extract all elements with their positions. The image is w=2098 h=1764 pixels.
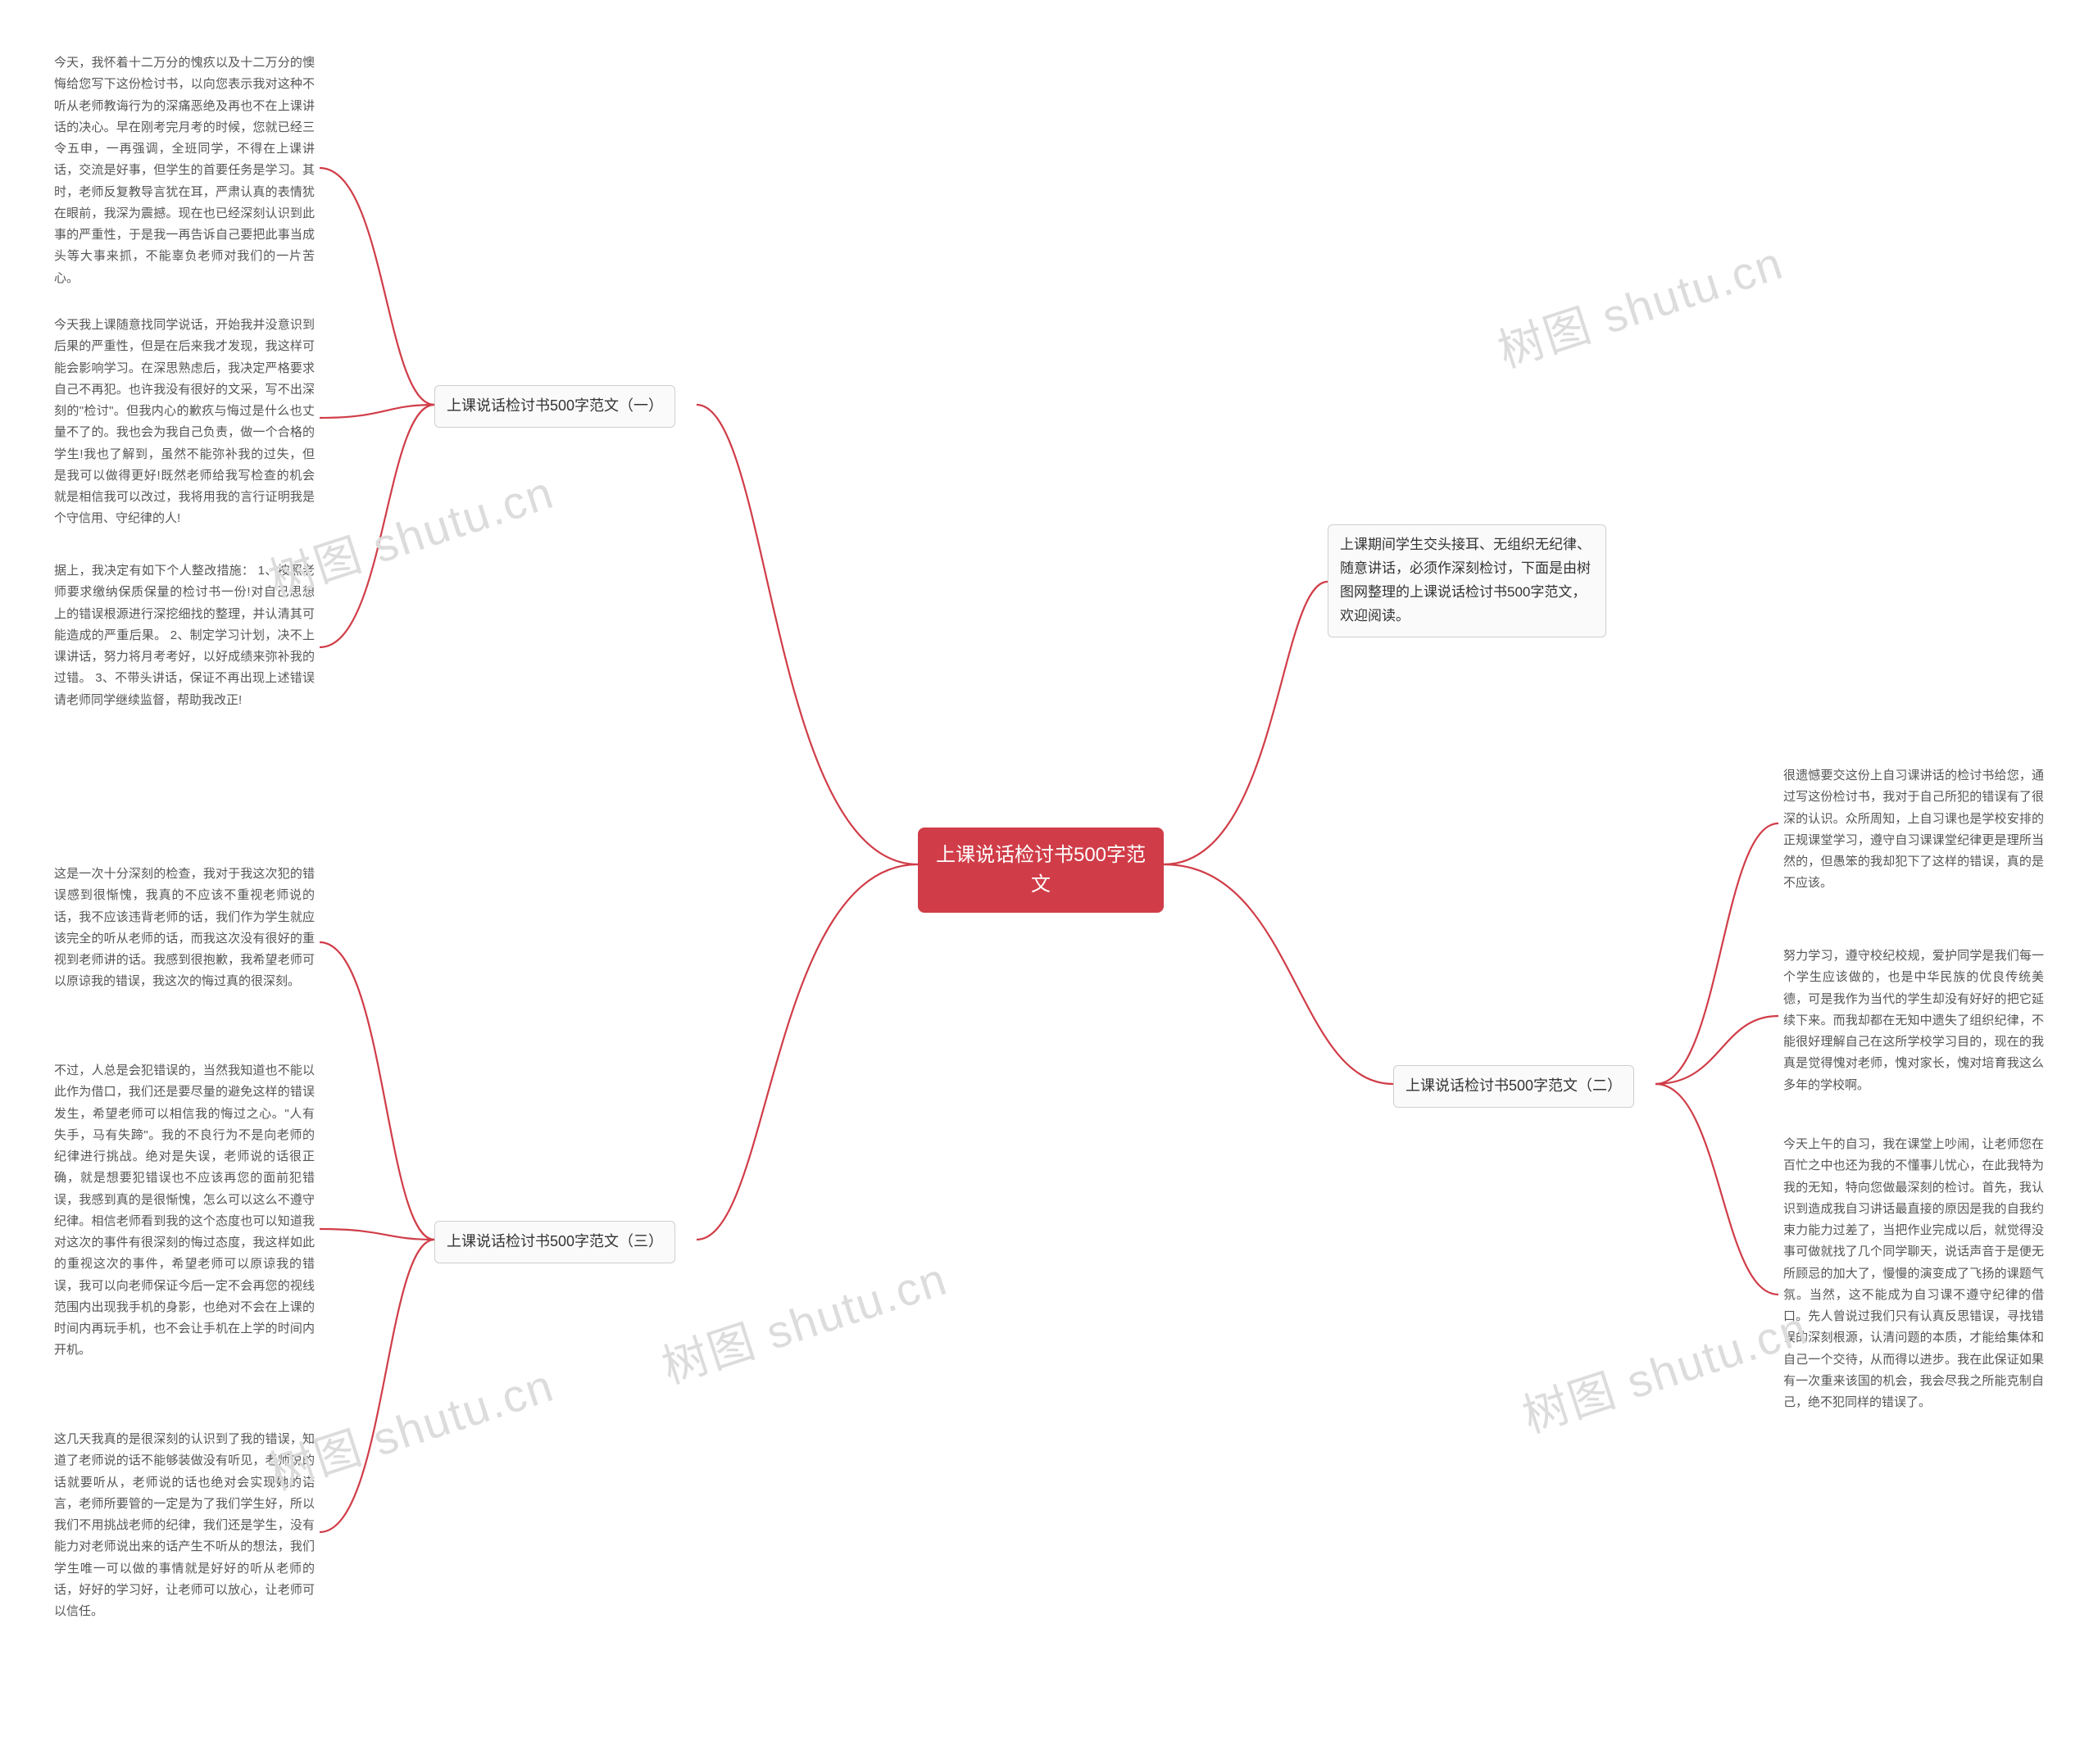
leaf-text: 今天上午的自习，我在课堂上吵闹，让老师您在百忙之中也还为我的不懂事儿忧心，在此我… xyxy=(1783,1137,2044,1409)
branch-node: 上课说话检讨书500字范文（三） xyxy=(434,1221,675,1263)
leaf-text: 不过，人总是会犯错误的，当然我知道也不能以此作为借口，我们还是要尽量的避免这样的… xyxy=(54,1063,315,1357)
leaf-text: 这是一次十分深刻的检查，我对于我这次犯的错误感到很惭愧，我真的不应该不重视老师说… xyxy=(54,867,315,988)
leaf-node: 今天我上课随意找同学说话，开始我并没意识到后果的严重性，但是在后来我才发现，我这… xyxy=(49,311,320,533)
leaf-node: 据上，我决定有如下个人整改措施： 1、按照老师要求缴纳保质保量的检讨书一份!对自… xyxy=(49,557,320,714)
watermark-text: 树图 shutu.cn xyxy=(656,1253,953,1394)
edge xyxy=(697,405,918,864)
branch-node: 上课说话检讨书500字范文（二） xyxy=(1393,1065,1634,1108)
edge xyxy=(320,1240,434,1532)
edge xyxy=(320,405,434,647)
watermark: 树图 shutu.cn xyxy=(1513,1291,1815,1446)
intro-node: 上课期间学生交头接耳、无组织无纪律、随意讲话，必须作深刻检讨，下面是由树图网整理… xyxy=(1328,524,1606,637)
edge xyxy=(1655,1084,1778,1295)
root-node: 上课说话检讨书500字范文 xyxy=(918,828,1164,913)
edge xyxy=(1655,823,1778,1084)
root-label: 上课说话检讨书500字范文 xyxy=(936,844,1146,896)
leaf-node: 这是一次十分深刻的检查，我对于我这次犯的错误感到很惭愧，我真的不应该不重视老师说… xyxy=(49,860,320,996)
branch-label: 上课说话检讨书500字范文（一） xyxy=(447,397,663,414)
watermark: 树图 shutu.cn xyxy=(1488,226,1791,381)
leaf-text: 努力学习，遵守校纪校规，爱护同学是我们每一个学生应该做的，也是中华民族的优良传统… xyxy=(1783,949,2044,1092)
leaf-node: 不过，人总是会犯错误的，当然我知道也不能以此作为借口，我们还是要尽量的避免这样的… xyxy=(49,1057,320,1365)
branch-node: 上课说话检讨书500字范文（一） xyxy=(434,385,675,428)
edge xyxy=(1164,582,1328,864)
leaf-text: 很遗憾要交这份上自习课讲话的检讨书给您，通过写这份检讨书，我对于自己所犯的错误有… xyxy=(1783,769,2044,890)
leaf-text: 这几天我真的是很深刻的认识到了我的错误，知道了老师说的话不能够装做没有听见，老师… xyxy=(54,1432,315,1618)
edge xyxy=(320,405,434,418)
leaf-node: 这几天我真的是很深刻的认识到了我的错误，知道了老师说的话不能够装做没有听见，老师… xyxy=(49,1426,320,1626)
edge xyxy=(320,942,434,1240)
edge xyxy=(1164,864,1393,1084)
edge xyxy=(320,1229,434,1240)
leaf-text: 据上，我决定有如下个人整改措施： 1、按照老师要求缴纳保质保量的检讨书一份!对自… xyxy=(54,564,315,707)
leaf-node: 很遗憾要交这份上自习课讲话的检讨书给您，通过写这份检讨书，我对于自己所犯的错误有… xyxy=(1778,762,2049,898)
leaf-text: 今天我上课随意找同学说话，开始我并没意识到后果的严重性，但是在后来我才发现，我这… xyxy=(54,318,315,525)
leaf-node: 努力学习，遵守校纪校规，爱护同学是我们每一个学生应该做的，也是中华民族的优良传统… xyxy=(1778,942,2049,1100)
intro-text: 上课期间学生交头接耳、无组织无纪律、随意讲话，必须作深刻检讨，下面是由树图网整理… xyxy=(1340,537,1591,624)
leaf-node: 今天上午的自习，我在课堂上吵闹，让老师您在百忙之中也还为我的不懂事儿忧心，在此我… xyxy=(1778,1131,2049,1417)
watermark-text: 树图 shutu.cn xyxy=(1492,237,1789,378)
watermark: 树图 shutu.cn xyxy=(652,1242,955,1397)
watermark-text: 树图 shutu.cn xyxy=(1516,1302,1814,1443)
edge xyxy=(1655,1016,1778,1084)
edge xyxy=(320,168,434,405)
branch-label: 上课说话检讨书500字范文（三） xyxy=(447,1233,663,1249)
branch-label: 上课说话检讨书500字范文（二） xyxy=(1405,1077,1622,1094)
leaf-text: 今天，我怀着十二万分的愧疚以及十二万分的懊悔给您写下这份检讨书，以向您表示我对这… xyxy=(54,56,315,285)
leaf-node: 今天，我怀着十二万分的愧疚以及十二万分的懊悔给您写下这份检讨书，以向您表示我对这… xyxy=(49,49,320,292)
edge xyxy=(697,864,918,1240)
